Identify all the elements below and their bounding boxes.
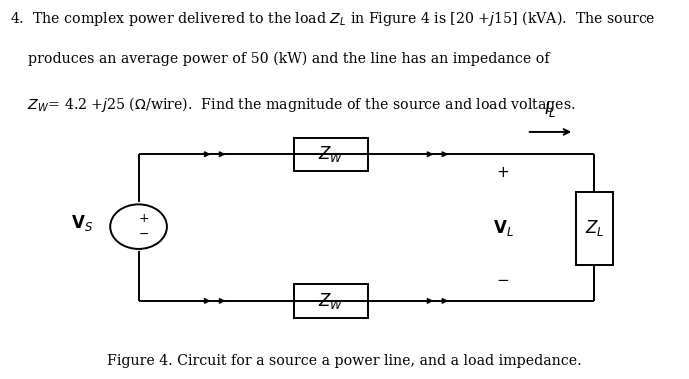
Text: +: + (497, 165, 510, 180)
Text: $Z_W$: $Z_W$ (318, 291, 344, 311)
Text: −: − (497, 273, 510, 288)
Text: −: − (138, 228, 150, 241)
Bar (294, 138, 368, 171)
Text: Figure 4. Circuit for a source a power line, and a load impedance.: Figure 4. Circuit for a source a power l… (107, 354, 582, 368)
Text: $Z_L$: $Z_L$ (584, 219, 604, 238)
Text: $I_L$: $I_L$ (544, 99, 557, 119)
Text: produces an average power of 50 (kW) and the line has an impedance of: produces an average power of 50 (kW) and… (10, 52, 550, 66)
Text: +: + (138, 212, 150, 225)
Text: $\mathbf{V}_S$: $\mathbf{V}_S$ (71, 213, 93, 233)
Bar (294, 284, 368, 318)
Text: $\mathbf{V}_L$: $\mathbf{V}_L$ (493, 219, 513, 238)
Text: 4.  The complex power delivered to the load $Z_L$ in Figure 4 is [20 +$j$15] (kV: 4. The complex power delivered to the lo… (10, 9, 656, 28)
Text: $Z_W$= 4.2 +$j$25 ($\Omega$/wire).  Find the magnitude of the source and load vo: $Z_W$= 4.2 +$j$25 ($\Omega$/wire). Find … (10, 95, 576, 114)
Text: $Z_W$: $Z_W$ (318, 144, 344, 164)
Bar (576, 192, 613, 265)
